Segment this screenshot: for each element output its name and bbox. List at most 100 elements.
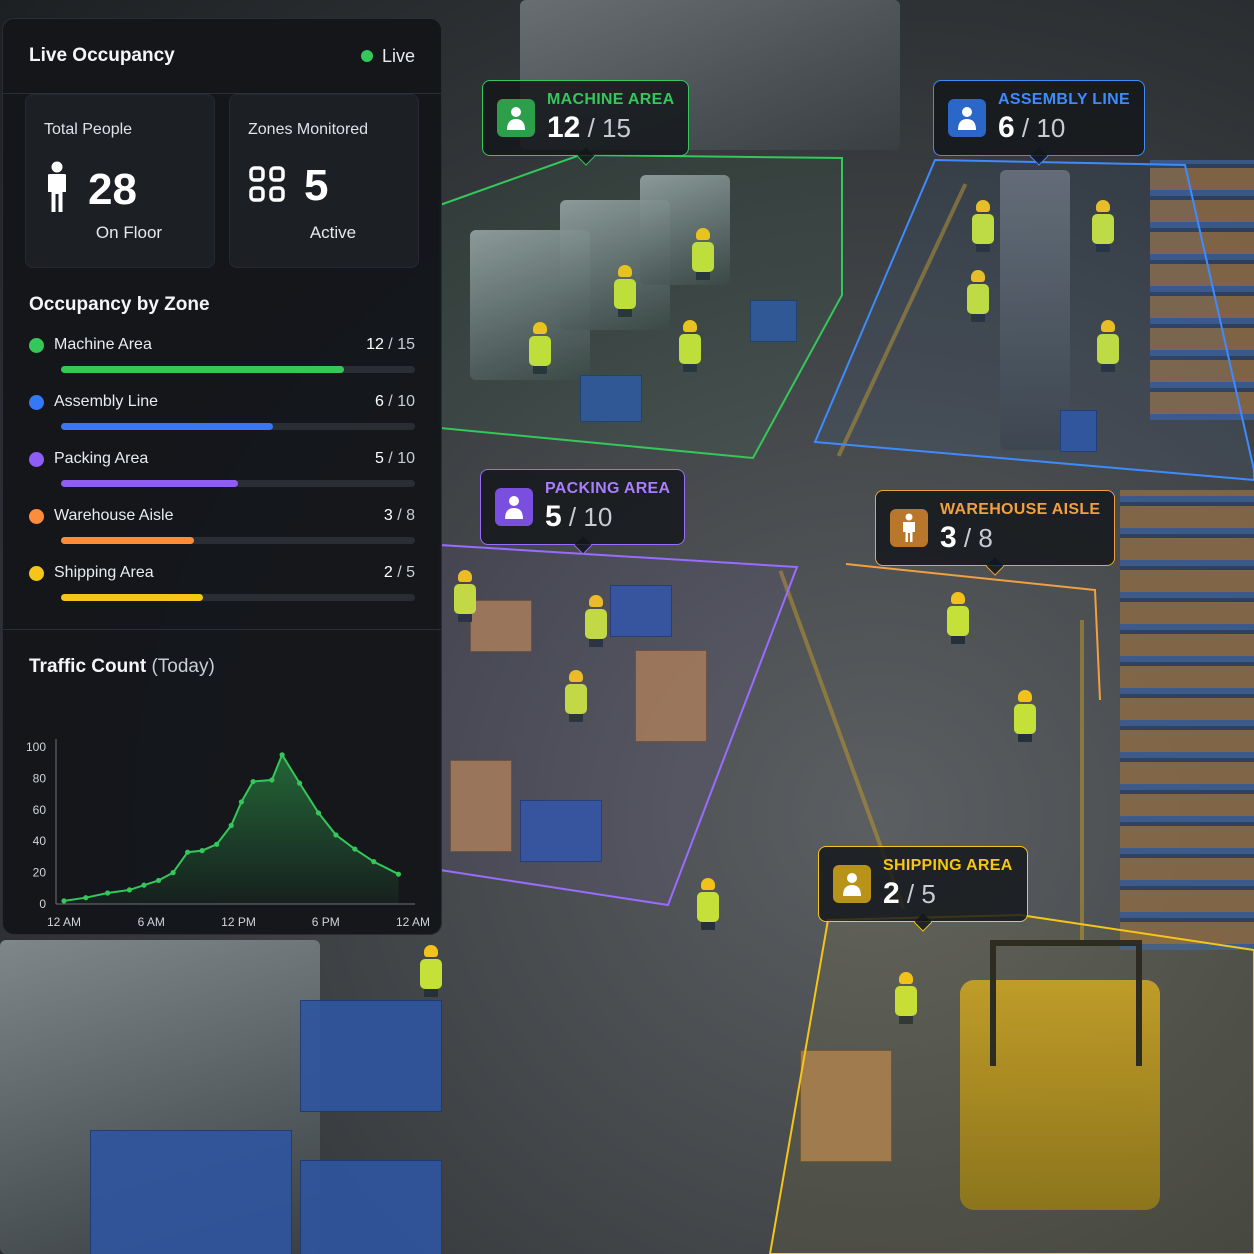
occupancy-bar-fill: [61, 537, 194, 544]
traffic-data-point: [296, 780, 303, 786]
worker: [1012, 690, 1038, 742]
traffic-area-fill: [64, 754, 399, 904]
zone-label-packing-area[interactable]: PACKING AREA 5 / 10: [480, 469, 686, 545]
stat-label: Total People: [44, 121, 133, 138]
traffic-count-title: Traffic Count (Today): [29, 656, 215, 677]
zone-row[interactable]: Warehouse Aisle 3 / 8: [3, 507, 441, 544]
worker: [893, 972, 919, 1024]
zone-row-count: 5 / 10: [374, 450, 415, 467]
occupancy-bar-track: [61, 594, 415, 601]
traffic-data-point: [333, 832, 339, 838]
y-tick-label: 60: [33, 803, 47, 817]
y-tick-label: 100: [26, 740, 46, 754]
worker: [1095, 320, 1121, 372]
occupancy-bar-fill: [61, 423, 274, 430]
blue-bin: [300, 1160, 442, 1254]
y-tick-label: 80: [33, 771, 47, 785]
total-people-card[interactable]: Total People 28 On Floor: [25, 94, 215, 268]
zone-row-count: 12 / 15: [366, 336, 415, 353]
zone-label-count: 2 / 5: [883, 877, 936, 910]
zone-color-dot-icon: [29, 451, 44, 467]
zone-outline-shipping-area: [768, 913, 1254, 1254]
blue-bin: [1060, 410, 1097, 452]
zone-row[interactable]: Shipping Area 2 / 5: [3, 564, 441, 601]
traffic-data-point: [238, 799, 245, 805]
zone-label-count: 3 / 8: [940, 521, 993, 554]
worker: [563, 670, 589, 722]
stat-label: Zones Monitored: [248, 121, 369, 138]
zone-row-count: 3 / 8: [383, 507, 415, 524]
assembly-conveyor: [1000, 170, 1070, 450]
traffic-data-point: [199, 848, 205, 854]
panel-title: Live Occupancy: [29, 45, 175, 66]
zone-label-name: MACHINE AREA: [547, 91, 675, 108]
zone-label-name: WAREHOUSE AISLE: [940, 501, 1101, 518]
occupancy-bar-track: [61, 480, 415, 487]
total-people-value: 28: [88, 164, 137, 214]
person-icon: [833, 865, 871, 903]
worker: [418, 945, 444, 997]
worker: [677, 320, 703, 372]
zones-monitored-value: 5: [304, 161, 329, 210]
zone-row-name: Assembly Line: [54, 393, 159, 410]
person-standing-icon: [890, 509, 928, 547]
zone-row[interactable]: Packing Area 5 / 10: [3, 450, 441, 487]
zone-row-count: 6 / 10: [374, 393, 415, 410]
zone-label-warehouse-aisle[interactable]: WAREHOUSE AISLE 3 / 8: [875, 490, 1116, 566]
zone-row-name: Warehouse Aisle: [54, 507, 174, 524]
traffic-data-point: [83, 895, 89, 901]
traffic-count-chart: 0 20 40 60 80 100 12 AM 6 AM 12 PM 6 PM 12 AM: [26, 739, 430, 929]
stats-row: Total People 28 On Floor Zones Monitored…: [3, 94, 441, 268]
occupancy-bar-track: [61, 423, 415, 430]
zone-label-machine-area[interactable]: MACHINE AREA 12 / 15: [482, 80, 690, 156]
zone-label-count: 12 / 15: [547, 111, 631, 144]
zone-outline-warehouse-aisle: [845, 563, 1101, 701]
zone-color-dot-icon: [29, 394, 44, 410]
floor-marking: [1080, 620, 1084, 940]
occupancy-bar-track: [61, 366, 415, 373]
zone-label-count: 6 / 10: [998, 111, 1066, 144]
zones-monitored-card[interactable]: Zones Monitored 5 Active: [229, 94, 419, 268]
blue-bin: [300, 1000, 442, 1112]
zone-color-dot-icon: [29, 337, 44, 353]
traffic-data-point: [214, 841, 220, 847]
crate-stack: [470, 600, 532, 652]
occupancy-bar-fill: [61, 480, 238, 487]
zone-color-dot-icon: [29, 565, 44, 581]
x-tick-label: 6 AM: [138, 915, 165, 929]
zone-row-name: Packing Area: [54, 450, 149, 467]
zone-row-name: Machine Area: [54, 336, 152, 353]
blue-bin: [610, 585, 672, 637]
worker: [965, 270, 991, 322]
y-tick-label: 0: [39, 897, 46, 911]
person-icon: [495, 488, 533, 526]
traffic-data-point: [279, 752, 285, 758]
crate-stack: [800, 1050, 892, 1162]
traffic-data-point: [61, 898, 67, 904]
worker: [1090, 200, 1116, 252]
x-tick-label: 6 PM: [312, 915, 340, 929]
zone-label-assembly-line[interactable]: ASSEMBLY LINE 6 / 10: [933, 80, 1145, 156]
zone-row[interactable]: Assembly Line 6 / 10: [3, 393, 441, 430]
occupancy-bar-fill: [61, 366, 345, 373]
zone-label-name: ASSEMBLY LINE: [998, 91, 1130, 108]
traffic-data-point: [395, 871, 402, 877]
traffic-data-point: [250, 778, 256, 785]
zone-label-name: SHIPPING AREA: [883, 857, 1013, 874]
zone-row[interactable]: Machine Area 12 / 15: [3, 336, 441, 373]
occupancy-by-zone-title: Occupancy by Zone: [29, 294, 210, 315]
x-tick-label: 12 PM: [221, 915, 256, 929]
traffic-data-point: [105, 890, 111, 896]
y-tick-label: 40: [33, 834, 47, 848]
traffic-data-point: [315, 810, 322, 816]
live-label: Live: [381, 45, 415, 66]
worker: [690, 228, 716, 280]
panel-header: Live Occupancy Live: [3, 19, 441, 94]
zone-label-shipping-area[interactable]: SHIPPING AREA 2 / 5: [818, 846, 1028, 922]
traffic-data-point: [269, 777, 275, 783]
stat-sub: Active: [309, 223, 357, 242]
person-icon: [948, 99, 986, 137]
x-tick-label: 12 AM: [396, 915, 430, 929]
traffic-data-point: [185, 849, 191, 855]
